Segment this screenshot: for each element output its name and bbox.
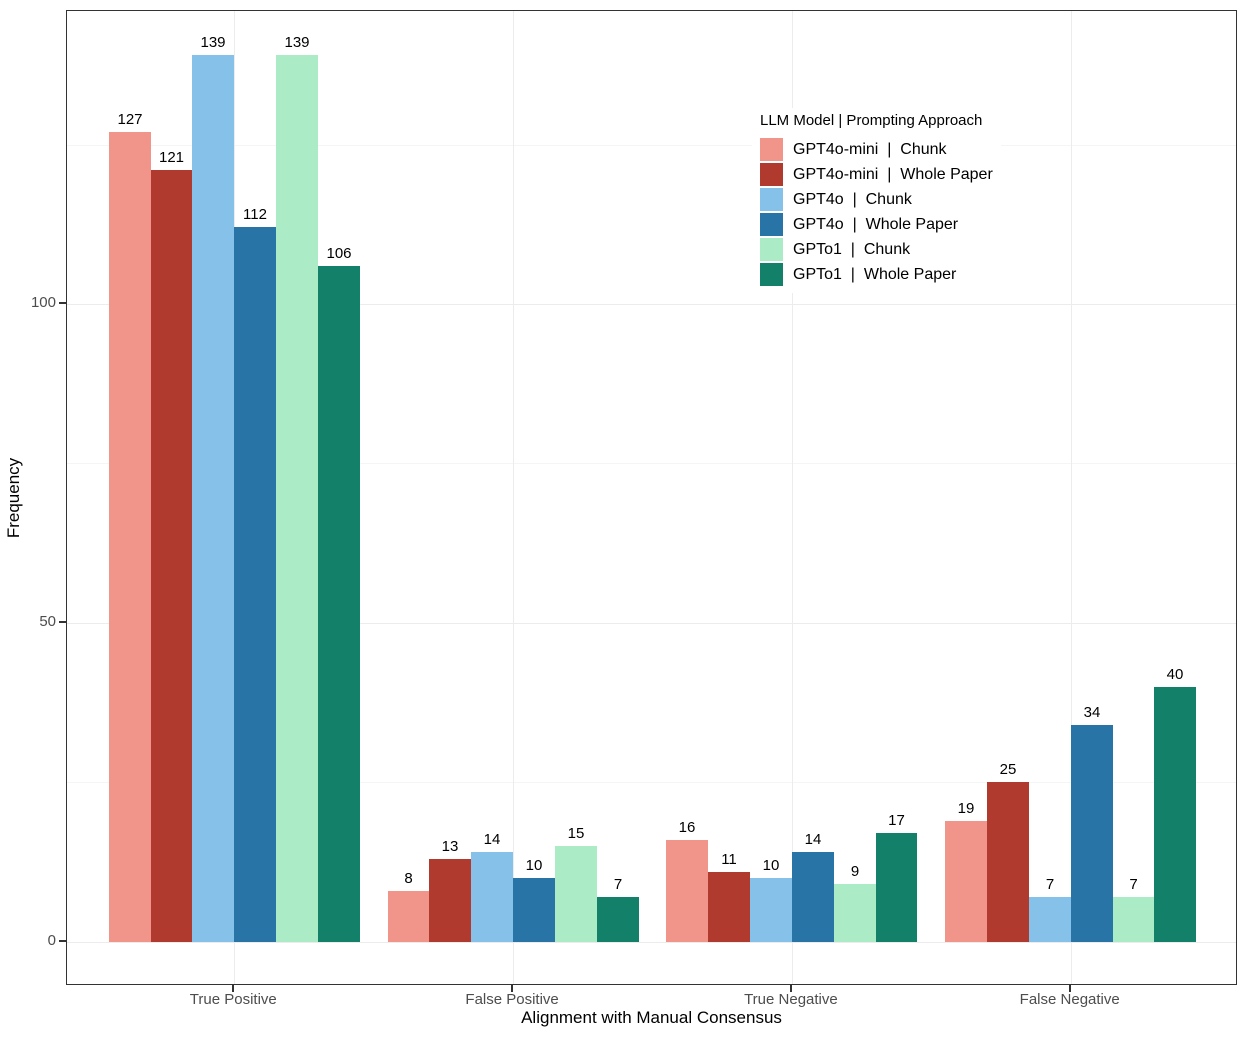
y-tick-mark	[59, 939, 66, 942]
bar	[792, 852, 834, 942]
bar	[151, 170, 192, 942]
legend-key-swatch	[760, 188, 783, 211]
bar	[109, 131, 151, 942]
bar-value-label: 7	[1045, 876, 1055, 894]
major-gridline	[67, 304, 1236, 305]
legend-key-swatch	[760, 138, 783, 161]
legend-key-swatch	[760, 213, 783, 236]
bar	[388, 890, 429, 942]
bar-value-label: 7	[1129, 876, 1138, 894]
bar	[555, 846, 597, 942]
legend-item: GPT4o | Whole Paper	[760, 212, 993, 237]
bar-value-label: 9	[850, 863, 860, 881]
plot-panel: 127 121 139 112 139 106 8 13 14 10 15 7 16 11 10 14 9 17 1…	[66, 10, 1237, 985]
bar	[276, 55, 318, 942]
legend-items: GPT4o-mini | Chunk GPT4o-mini | Whole Pap…	[760, 137, 993, 287]
legend-item-label: GPT4o | Chunk	[793, 190, 912, 208]
bar-value-label: 8	[404, 869, 413, 887]
y-axis-title: Frequency	[4, 457, 23, 539]
legend: LLM Model | Prompting Approach GPT4o-min…	[752, 108, 1001, 293]
bar-value-label: 19	[957, 799, 975, 817]
bar	[429, 858, 471, 942]
category-gridline	[513, 11, 515, 984]
bar	[834, 884, 876, 942]
bar-value-label: 7	[613, 876, 623, 894]
x-tick-label: False Positive	[465, 991, 559, 1008]
x-tick-mark	[232, 985, 235, 992]
bar-value-label: 121	[158, 149, 185, 167]
minor-gridline	[67, 144, 1236, 146]
legend-item: GPTo1 | Whole Paper	[760, 262, 993, 287]
bar	[666, 839, 708, 942]
y-tick-label: 100	[30, 294, 56, 311]
bar-value-label: 112	[243, 206, 267, 224]
major-gridline	[67, 941, 1236, 943]
bar	[318, 265, 360, 942]
y-tick-label: 50	[39, 612, 56, 630]
legend-item: GPTo1 | Chunk	[760, 237, 993, 262]
legend-item-label: GPT4o-mini | Whole Paper	[793, 165, 993, 183]
legend-title: LLM Model | Prompting Approach	[760, 112, 983, 129]
x-tick-label: True Positive	[189, 991, 277, 1008]
legend-key-swatch	[760, 163, 783, 186]
x-axis-title: Alignment with Manual Consensus	[521, 1008, 782, 1027]
bar-value-label: 13	[441, 837, 459, 855]
bar	[945, 820, 987, 942]
bar-value-label: 10	[525, 856, 543, 874]
bar-value-label: 14	[483, 831, 501, 849]
x-tick-mark	[511, 985, 514, 992]
legend-item: GPT4o-mini | Whole Paper	[760, 162, 993, 187]
bar	[1029, 897, 1071, 942]
legend-item-label: GPTo1 | Whole Paper	[793, 265, 957, 283]
y-tick-mark	[59, 302, 66, 304]
legend-key-swatch	[760, 263, 783, 286]
bar	[987, 782, 1029, 942]
legend-item-label: GPT4o-mini | Chunk	[793, 140, 947, 158]
bar	[750, 877, 792, 942]
bar-value-label: 34	[1083, 703, 1101, 721]
x-tick-mark	[789, 985, 792, 992]
bar-value-label: 17	[888, 812, 905, 830]
bar	[1154, 686, 1196, 942]
y-tick-mark	[59, 620, 66, 623]
bar-value-label: 139	[284, 34, 310, 52]
bar	[234, 227, 276, 942]
bar-value-label: 25	[999, 761, 1017, 779]
bar-value-label: 11	[721, 850, 737, 868]
bar-value-label: 14	[804, 831, 822, 849]
bar	[471, 852, 513, 942]
bar	[708, 871, 750, 942]
legend-item-label: GPTo1 | Chunk	[793, 240, 911, 258]
bar	[876, 833, 917, 942]
y-tick-label: 0	[47, 931, 56, 949]
legend-item: GPT4o | Chunk	[760, 187, 993, 212]
category-gridline	[791, 11, 793, 984]
x-tick-label: False Negative	[1019, 991, 1120, 1008]
bar-value-label: 15	[567, 825, 585, 843]
bar-value-label: 106	[326, 244, 352, 262]
bar	[1113, 897, 1154, 942]
bar-value-label: 139	[200, 34, 226, 52]
legend-item: GPT4o-mini | Chunk	[760, 137, 993, 162]
bar	[513, 877, 555, 942]
major-gridline	[67, 622, 1236, 624]
bar	[1071, 724, 1113, 942]
minor-gridline	[67, 782, 1236, 784]
bar	[192, 55, 234, 942]
bar	[597, 897, 639, 942]
bar-value-label: 40	[1166, 665, 1184, 683]
legend-item-label: GPT4o | Whole Paper	[793, 215, 959, 233]
category-gridline	[1070, 11, 1072, 984]
bar-value-label: 16	[678, 818, 696, 836]
x-tick-label: True Negative	[744, 991, 838, 1008]
x-tick-mark	[1068, 985, 1071, 992]
bar-value-label: 10	[762, 856, 780, 874]
legend-key-swatch	[760, 238, 783, 261]
minor-gridline	[67, 463, 1236, 465]
bar-value-label: 127	[117, 110, 143, 128]
